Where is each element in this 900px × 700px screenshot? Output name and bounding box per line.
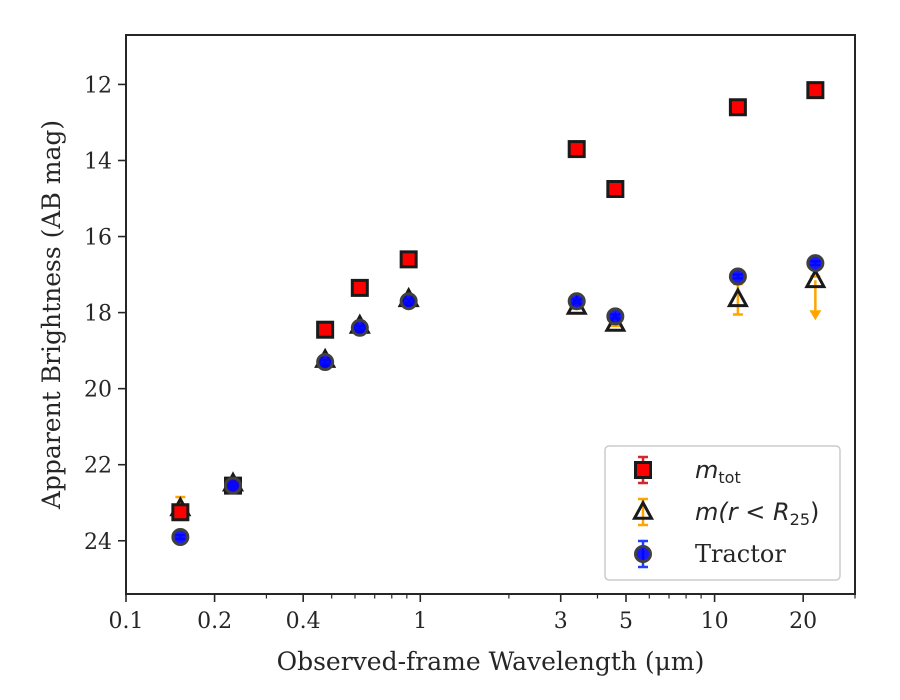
x-tick-label: 20 bbox=[789, 609, 817, 634]
x-tick-label: 0.4 bbox=[286, 609, 321, 634]
data-point-circle bbox=[806, 254, 825, 273]
x-tick-label: 5 bbox=[619, 609, 633, 634]
y-tick-label: 12 bbox=[84, 73, 112, 98]
legend-entry: Tractor bbox=[634, 539, 786, 569]
plot-frame bbox=[125, 34, 856, 595]
legend-entry: mtot bbox=[634, 455, 741, 487]
y-tick-label: 20 bbox=[84, 378, 112, 403]
legend-marker-square bbox=[634, 461, 652, 479]
data-point-square bbox=[567, 140, 586, 159]
data-point-circle bbox=[728, 267, 747, 286]
data-point-square bbox=[399, 250, 418, 269]
legend-marker-circle bbox=[634, 545, 652, 563]
x-tick-label: 10 bbox=[701, 609, 729, 634]
data-point-circle bbox=[567, 292, 586, 311]
data-point-circle bbox=[606, 307, 625, 326]
data-marks bbox=[169, 81, 827, 546]
x-axis-label: Observed-frame Wavelength (μm) bbox=[277, 647, 705, 676]
y-tick-label: 18 bbox=[84, 302, 112, 327]
data-point-circle bbox=[350, 318, 369, 337]
y-tick-label: 14 bbox=[84, 149, 112, 174]
data-point-square bbox=[728, 98, 747, 117]
legend-marker-triangle bbox=[631, 499, 655, 520]
legend-entry: m(r < R25) bbox=[631, 497, 819, 529]
data-point-triangle-shape bbox=[804, 267, 827, 289]
data-point-triangle bbox=[804, 267, 827, 289]
data-point-circle bbox=[316, 353, 335, 372]
data-point-circle bbox=[399, 292, 418, 311]
x-tick-label: 3 bbox=[554, 609, 568, 634]
legend-label: Tractor bbox=[695, 540, 786, 568]
data-point-circle bbox=[171, 527, 190, 546]
y-axis-label: Apparent Brightness (AB mag) bbox=[37, 120, 66, 510]
data-point-triangle bbox=[726, 286, 749, 308]
data-point-square bbox=[171, 503, 190, 522]
x-tick-label: 0.2 bbox=[197, 609, 232, 634]
axes-ticks: 0.1 0.2 0.4 1 3 5 10 20 12 14 16 18 20 22 24 bbox=[84, 73, 856, 634]
x-tick-label: 1 bbox=[413, 609, 427, 634]
data-point-square bbox=[806, 81, 825, 100]
upper-limit-arrow bbox=[809, 275, 822, 321]
legend-label: mtot bbox=[695, 456, 741, 487]
data-point-square bbox=[350, 278, 369, 297]
legend-label: m(r < R25) bbox=[695, 498, 819, 529]
legend-box bbox=[604, 445, 841, 581]
data-point-triangle-shape bbox=[726, 286, 749, 308]
data-point-square bbox=[606, 180, 625, 199]
x-tick-label: 0.1 bbox=[109, 609, 144, 634]
upper-limit-arrow-head bbox=[809, 310, 822, 321]
y-tick-label: 24 bbox=[84, 530, 112, 555]
legend: mtot m(r < R25) Tractor bbox=[604, 445, 841, 581]
legend-marker-triangle-shape bbox=[631, 499, 655, 520]
data-point-circle bbox=[224, 476, 243, 495]
y-tick-label: 22 bbox=[84, 454, 112, 479]
y-tick-label: 16 bbox=[84, 226, 112, 251]
data-point-square bbox=[316, 320, 335, 339]
